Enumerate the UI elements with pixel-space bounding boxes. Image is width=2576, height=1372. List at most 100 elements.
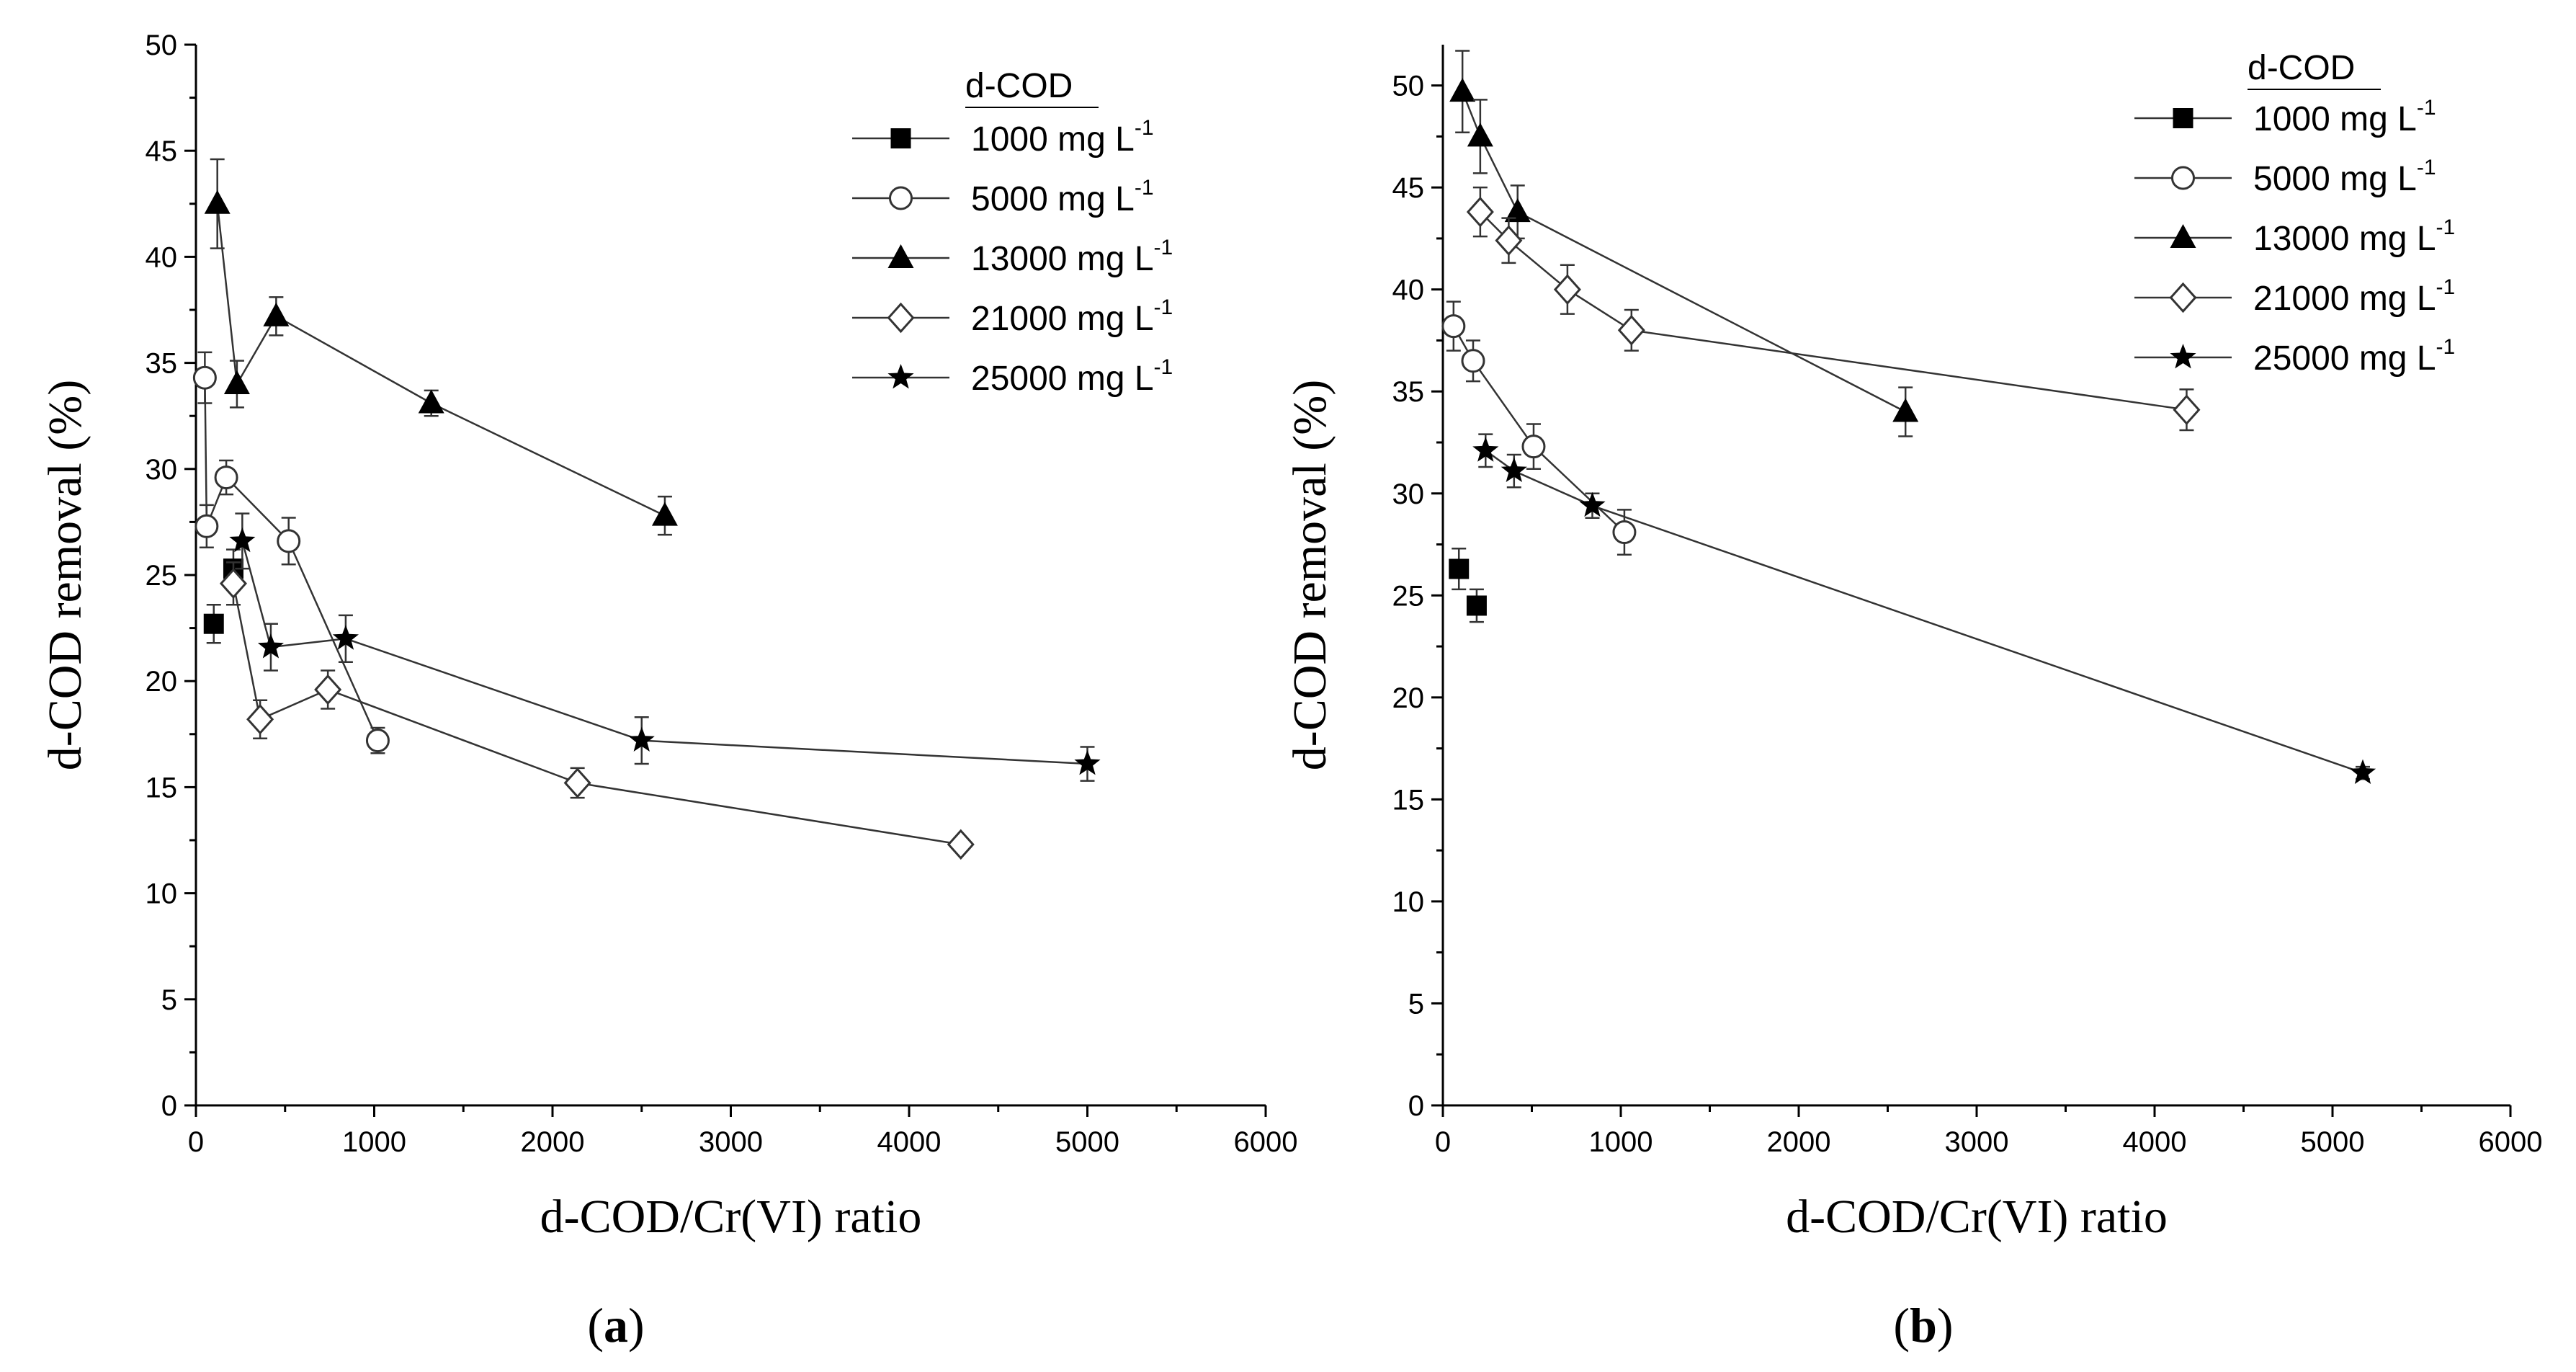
- y-tick-label: 0: [161, 1090, 177, 1122]
- legend-label-superscript: -1: [2417, 96, 2436, 120]
- series-diamond-marker: [563, 767, 591, 798]
- legend-entry: 13000 mg L-1: [852, 236, 1173, 278]
- series-square-marker: [1466, 595, 1487, 616]
- panel-a: 0 1000 2000 3000 4000 5000 6000 0 5 10 15 20 25 30 35 4…: [39, 30, 1297, 1353]
- legend-label: 1000 mg L-1: [2253, 96, 2436, 138]
- legend-label-superscript: -1: [1135, 116, 1154, 140]
- y-tick-label: 50: [1392, 71, 1425, 102]
- series-triangle-line: [1462, 91, 1906, 413]
- y-tick-label: 45: [1392, 172, 1425, 204]
- x-tick-label: 4000: [2123, 1126, 2187, 1158]
- panel-label-part: ): [628, 1298, 645, 1353]
- series-triangle-marker: [1467, 122, 1493, 147]
- x-tick-label: 6000: [2479, 1126, 2543, 1158]
- y-tick-label: 20: [1392, 682, 1425, 714]
- y-tick-label: 10: [146, 878, 178, 910]
- legend-entry: 13000 mg L-1: [2134, 215, 2455, 258]
- panel-label: (a): [587, 1298, 644, 1353]
- series-triangle-line: [216, 203, 666, 517]
- series-star-marker: [628, 726, 655, 752]
- y-tick-label: 50: [146, 30, 178, 61]
- series-triangle: [204, 158, 678, 536]
- legend-marker: [890, 128, 911, 148]
- series-diamond-marker: [219, 568, 247, 600]
- x-axis-title: d-COD/Cr(VI) ratio: [1786, 1190, 2168, 1243]
- legend-entry: 21000 mg L-1: [2134, 275, 2455, 318]
- legend-label: 25000 mg L-1: [2253, 335, 2455, 378]
- series-star-marker: [257, 633, 284, 659]
- series-triangle-marker: [204, 190, 231, 214]
- legend-marker: [2170, 344, 2196, 369]
- series-circle-marker: [1521, 435, 1546, 459]
- x-tick-label: 5000: [2301, 1126, 2365, 1158]
- x-tick-label: 1000: [342, 1126, 406, 1158]
- legend-marker: [887, 244, 914, 268]
- x-tick-label: 6000: [1234, 1126, 1298, 1158]
- series-circle-line: [1452, 325, 1625, 533]
- legend-title: d-COD: [965, 67, 1073, 105]
- panel-label: (b): [1893, 1298, 1953, 1353]
- y-axis-title: d-COD removal (%): [39, 380, 91, 771]
- series-diamond-marker: [947, 829, 975, 860]
- panel-label-part: b: [1910, 1298, 1937, 1353]
- x-tick-label: 0: [188, 1126, 204, 1158]
- x-tick-label: 1000: [1589, 1126, 1653, 1158]
- series-star-marker: [1472, 437, 1499, 462]
- x-tick-label: 2000: [1767, 1126, 1831, 1158]
- series-triangle-marker: [651, 502, 678, 526]
- legend-title: d-COD: [2248, 49, 2355, 87]
- legend-marker: [2173, 108, 2193, 128]
- series-triangle-marker: [1892, 398, 1919, 422]
- legend-label-superscript: -1: [2436, 215, 2456, 239]
- legend-entry: 1000 mg L-1: [852, 116, 1154, 159]
- legend-label: 5000 mg L-1: [2253, 156, 2436, 198]
- series-star: [1472, 433, 2376, 784]
- legend: d-COD 1000 mg L-1 5000 mg L-1 13000 mg L-1 2…: [852, 67, 1173, 398]
- y-tick-label: 40: [146, 241, 178, 273]
- series-star-marker: [332, 625, 359, 650]
- series-diamond-marker: [1466, 196, 1494, 228]
- panel-b: 0 1000 2000 3000 4000 5000 6000 0 5 10 15 20 25 30 35 4…: [1284, 45, 2542, 1353]
- y-tick-label: 25: [146, 560, 178, 592]
- legend-marker: [887, 364, 914, 389]
- series-triangle-marker: [1504, 198, 1531, 223]
- series-star-marker: [1501, 457, 1527, 482]
- legend-label-superscript: -1: [1135, 176, 1154, 200]
- legend-marker: [2170, 224, 2196, 248]
- y-tick-label: 25: [1392, 580, 1425, 612]
- panel-label-part: ): [1937, 1298, 1954, 1353]
- series-circle-marker: [194, 514, 219, 538]
- panel-label-part: (: [587, 1298, 604, 1353]
- series-diamond-marker: [314, 674, 342, 705]
- legend-label-superscript: -1: [1154, 295, 1173, 319]
- legend-entry: 5000 mg L-1: [2134, 156, 2436, 198]
- legend: d-COD 1000 mg L-1 5000 mg L-1 13000 mg L-1 2…: [2134, 49, 2455, 378]
- series-triangle-marker: [223, 370, 250, 395]
- series-square: [203, 548, 243, 644]
- series-circle-marker: [1461, 349, 1485, 373]
- series-star-marker: [1579, 491, 1606, 517]
- y-tick-label: 45: [146, 135, 178, 167]
- legend-label-superscript: -1: [1154, 355, 1173, 379]
- legend-entry: 21000 mg L-1: [852, 295, 1173, 338]
- series-diamond-line: [232, 583, 961, 846]
- series-circle-marker: [1441, 314, 1466, 339]
- series-circle-marker: [277, 529, 301, 553]
- y-tick-label: 5: [1408, 988, 1424, 1020]
- legend-entry: 25000 mg L-1: [2134, 335, 2455, 378]
- series-triangle-marker: [263, 302, 290, 326]
- series-diamond-marker: [1617, 315, 1645, 346]
- legend-entry: 25000 mg L-1: [852, 355, 1173, 398]
- legend-label-superscript: -1: [2436, 335, 2456, 359]
- legend-label: 21000 mg L-1: [971, 295, 1173, 338]
- series-star-line: [241, 540, 1088, 765]
- y-axis-title: d-COD removal (%): [1284, 380, 1336, 771]
- legend-label: 21000 mg L-1: [2253, 275, 2455, 318]
- y-tick-label: 30: [146, 454, 178, 486]
- x-tick-label: 3000: [1945, 1126, 2009, 1158]
- series-square-marker: [203, 613, 224, 634]
- y-tick-label: 5: [161, 984, 177, 1016]
- series-star-marker: [229, 527, 256, 553]
- legend-marker: [2171, 166, 2195, 190]
